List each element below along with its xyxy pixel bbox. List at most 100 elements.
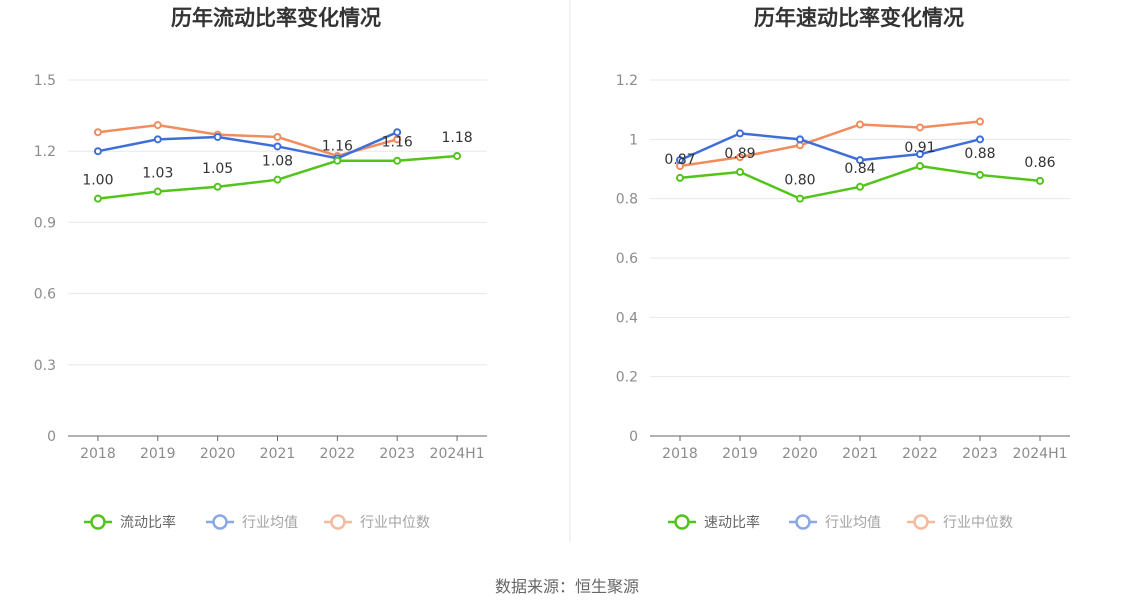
industry-average-series [93, 128, 402, 163]
company-series [93, 151, 462, 203]
x-tick-label: 2018 [662, 446, 698, 462]
legend-label: 速动比率 [704, 514, 760, 531]
x-tick-label: 2023 [379, 446, 415, 462]
legend-item: 流动比率 [84, 514, 176, 531]
y-tick-label: 0 [629, 429, 638, 445]
x-tick-label: 2023 [962, 446, 998, 462]
y-tick-label: 0.6 [616, 251, 638, 267]
y-tick-label: 1.2 [616, 73, 638, 89]
legend-label: 行业均值 [242, 515, 298, 531]
legend-item: 行业中位数 [907, 514, 1013, 531]
data-point [393, 156, 402, 165]
data-point [273, 132, 282, 141]
data-point [916, 162, 924, 171]
company-series [676, 162, 1044, 203]
data-point [1036, 176, 1044, 185]
legend-label: 流动比率 [120, 514, 176, 531]
y-tick-label: 1 [629, 132, 638, 148]
data-point [153, 187, 162, 196]
x-tick-label: 2020 [782, 446, 818, 462]
data-point [856, 156, 864, 165]
data-point [93, 147, 102, 156]
data-point [393, 128, 402, 137]
data-label: 1.00 [82, 173, 113, 189]
data-point [213, 182, 222, 191]
y-tick-label: 1.5 [34, 73, 56, 89]
data-point [856, 120, 864, 129]
data-label: 1.18 [441, 130, 472, 146]
legend-item: 行业均值 [789, 514, 881, 531]
data-point [93, 194, 102, 203]
chart-title: 历年速动比率变化情况 [754, 6, 964, 30]
y-tick-label: 0.8 [616, 192, 638, 208]
legend-marker-icon [913, 514, 929, 530]
y-tick-label: 0.4 [616, 310, 638, 326]
data-label: 0.91 [904, 140, 935, 156]
legend-marker-icon [212, 514, 228, 530]
data-point [976, 135, 984, 144]
y-tick-label: 0.3 [34, 358, 56, 374]
legend-marker-icon [90, 514, 106, 530]
data-point [273, 142, 282, 151]
data-label: 0.89 [724, 146, 755, 162]
y-tick-label: 0 [47, 429, 56, 445]
legend-label: 行业中位数 [360, 515, 430, 531]
industry-median-series [676, 117, 984, 171]
industry-average-series-line [97, 131, 398, 160]
legend-label: 行业中位数 [943, 515, 1013, 531]
legend: 流动比率 行业均值 行业中位数 [84, 514, 430, 531]
y-tick-label: 1.2 [34, 144, 56, 160]
industry-average-series [676, 129, 984, 165]
data-label: 0.84 [844, 161, 875, 177]
x-tick-label: 2022 [902, 446, 938, 462]
y-tick-label: 0.6 [34, 287, 56, 303]
x-tick-label: 2019 [722, 446, 758, 462]
x-tick-label: 2019 [140, 446, 176, 462]
data-label: 1.05 [202, 161, 233, 177]
data-label: 0.88 [964, 146, 995, 162]
legend-item: 行业均值 [206, 514, 298, 531]
industry-median-series-line [679, 120, 981, 168]
legend-marker-icon [330, 514, 346, 530]
x-tick-label: 2021 [842, 446, 878, 462]
data-point [736, 153, 744, 162]
x-tick-label: 2024H1 [430, 446, 485, 462]
data-label: 0.86 [1024, 155, 1055, 171]
legend-label: 行业均值 [825, 515, 881, 531]
data-point [856, 182, 864, 191]
legend-item: 速动比率 [668, 514, 760, 531]
legend-marker-icon [795, 514, 811, 530]
x-tick-label: 2020 [200, 446, 236, 462]
data-point [796, 194, 804, 203]
data-label: 1.16 [382, 135, 413, 151]
data-point [213, 132, 222, 141]
chart-title: 历年流动比率变化情况 [171, 6, 381, 30]
data-point [333, 156, 342, 165]
data-point [453, 151, 462, 160]
data-point [153, 121, 162, 130]
data-point [736, 167, 744, 176]
data-point [676, 173, 684, 182]
current-ratio-chart: 历年流动比率变化情况 0 0.3 0.6 0.9 1.2 1.5 2018 2019 2020 20… [34, 6, 487, 531]
data-label: 0.80 [784, 173, 815, 189]
data-label: 0.87 [664, 152, 695, 168]
x-tick-label: 2024H1 [1012, 446, 1067, 462]
data-point [153, 135, 162, 144]
quick-ratio-chart: 历年速动比率变化情况 0 0.2 0.4 0.6 0.8 1 1.2 2018 2019 2020 2… [616, 6, 1070, 531]
data-label: 1.08 [262, 154, 293, 170]
data-point [736, 129, 744, 138]
data-point [916, 150, 924, 159]
data-point [273, 175, 282, 184]
y-tick-label: 0.9 [34, 215, 56, 231]
y-tick-label: 0.2 [616, 370, 638, 386]
data-point [393, 135, 402, 144]
x-tick-label: 2021 [260, 446, 296, 462]
data-label: 1.16 [322, 139, 353, 155]
data-label: 1.03 [142, 166, 173, 182]
data-point [976, 170, 984, 179]
legend-marker-icon [674, 514, 690, 530]
data-point [796, 135, 804, 144]
data-point [976, 117, 984, 126]
x-tick-label: 2022 [320, 446, 356, 462]
